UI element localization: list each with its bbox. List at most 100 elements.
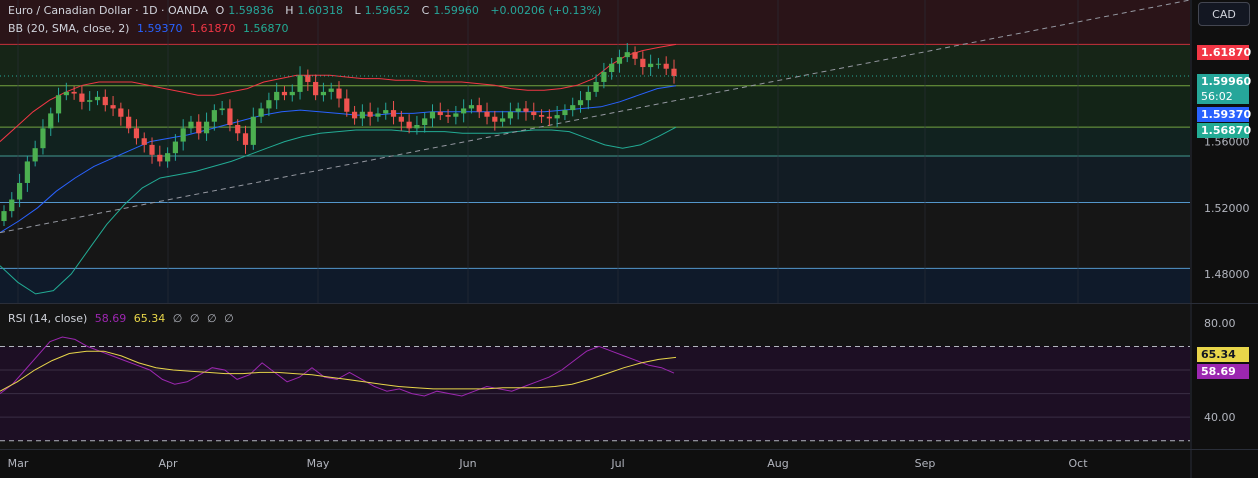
- candle-body: [375, 113, 381, 117]
- candle-body: [577, 100, 584, 106]
- bb-legend: BB (20, SMA, close, 2) 1.59370 1.61870 1…: [8, 22, 292, 35]
- candle-body: [274, 91, 280, 101]
- candle-body: [71, 91, 77, 94]
- month-tick-label: Jul: [610, 457, 624, 470]
- candle-body: [211, 110, 217, 122]
- candle-body: [157, 154, 163, 162]
- candle-body: [40, 128, 46, 149]
- candle-body: [1, 211, 7, 222]
- candle-body: [94, 96, 101, 101]
- candle-body: [9, 199, 15, 212]
- candle-body: [219, 108, 225, 111]
- candle-body: [538, 115, 545, 117]
- rsi-tick-label: 80.00: [1204, 317, 1236, 330]
- rsi-tag: 58.69: [1197, 364, 1249, 379]
- candle-body: [546, 116, 552, 119]
- candle-body: [476, 105, 482, 112]
- candle-body: [258, 108, 264, 117]
- candle-body: [632, 52, 638, 59]
- candle-body: [336, 88, 342, 99]
- candle-body: [507, 111, 513, 119]
- candle-body: [655, 63, 662, 65]
- candle-body: [320, 91, 327, 96]
- rsi-tick-label: 40.00: [1204, 411, 1236, 424]
- candle-body: [500, 118, 506, 122]
- candle-body: [398, 116, 404, 122]
- candle-body: [180, 128, 186, 142]
- candle-body: [313, 81, 319, 96]
- candle-body: [242, 133, 249, 145]
- candle-body: [16, 182, 23, 200]
- bb-upper-price-tag: 1.61870: [1197, 45, 1251, 60]
- candle-body: [359, 111, 365, 119]
- candle-body: [663, 63, 669, 69]
- bb-lower-price-tag: 1.56870: [1197, 123, 1251, 138]
- candle-body: [149, 144, 155, 155]
- candle-body: [515, 108, 521, 112]
- currency-button[interactable]: CAD: [1198, 2, 1250, 26]
- bb-basis-price-tag: 1.59370: [1197, 107, 1251, 122]
- candle-body: [383, 110, 389, 114]
- price-tick-label: 1.48000: [1204, 268, 1250, 281]
- candle-body: [624, 52, 630, 58]
- candle-body: [328, 88, 334, 92]
- candle-body: [570, 105, 576, 111]
- candle-body: [79, 93, 85, 102]
- rsi-extra: ∅: [224, 312, 234, 325]
- candle-body: [48, 113, 54, 129]
- bb-lower-value: 1.56870: [242, 22, 289, 35]
- price-zone: [0, 268, 1190, 303]
- candle-body: [437, 111, 443, 116]
- bb-name: BB (20, SMA, close, 2): [8, 22, 130, 35]
- candle-body: [102, 96, 108, 106]
- candle-body: [554, 115, 560, 119]
- ohlc-low: L 1.59652: [354, 4, 411, 17]
- candle-body: [671, 68, 677, 76]
- candle-body: [468, 105, 475, 109]
- candle-body: [63, 91, 69, 96]
- candle-body: [445, 115, 451, 117]
- rsi-extra: ∅: [189, 312, 200, 325]
- candle-body: [227, 108, 233, 126]
- candle-body: [250, 116, 256, 145]
- candle-body: [593, 81, 599, 92]
- candle-body: [281, 91, 288, 96]
- price-zone: [0, 155, 1190, 203]
- price-zone: [0, 202, 1190, 269]
- candle-body: [609, 63, 615, 73]
- candle-body: [266, 100, 272, 109]
- candle-body: [196, 121, 202, 134]
- rsi-extra: ∅: [172, 312, 183, 325]
- bb-upper-value: 1.61870: [189, 22, 236, 35]
- month-tick-label: Sep: [915, 457, 936, 470]
- rsi-line: [0, 336, 675, 397]
- price-zone: [0, 44, 1190, 86]
- bb-upper-line: [0, 43, 677, 142]
- month-tick-label: Jun: [458, 457, 476, 470]
- rsi-extra: ∅: [206, 312, 217, 325]
- month-tick-label: May: [307, 457, 330, 470]
- candle-body: [492, 116, 498, 122]
- candle-body: [616, 57, 623, 64]
- candle-body: [640, 58, 646, 68]
- candle-body: [429, 111, 436, 119]
- candle-body: [235, 125, 241, 134]
- candle-body: [126, 116, 132, 129]
- rsi-name: RSI (14, close): [8, 312, 88, 325]
- candle-body: [414, 125, 420, 129]
- candle-body: [172, 141, 178, 154]
- candle-body: [87, 100, 93, 102]
- candle-body: [305, 75, 311, 82]
- candle-body: [133, 128, 140, 139]
- candle-body: [110, 105, 116, 109]
- candle-body: [141, 138, 147, 145]
- ohlc-close: C 1.59960: [421, 4, 479, 17]
- candle-body: [390, 110, 397, 117]
- bb-basis-value: 1.59370: [136, 22, 183, 35]
- rsi-ma-tag: 65.34: [1197, 347, 1249, 362]
- price-tick-label: 1.52000: [1204, 202, 1250, 215]
- month-tick-label: Apr: [158, 457, 178, 470]
- candle-body: [523, 108, 529, 112]
- candle-body: [55, 95, 62, 114]
